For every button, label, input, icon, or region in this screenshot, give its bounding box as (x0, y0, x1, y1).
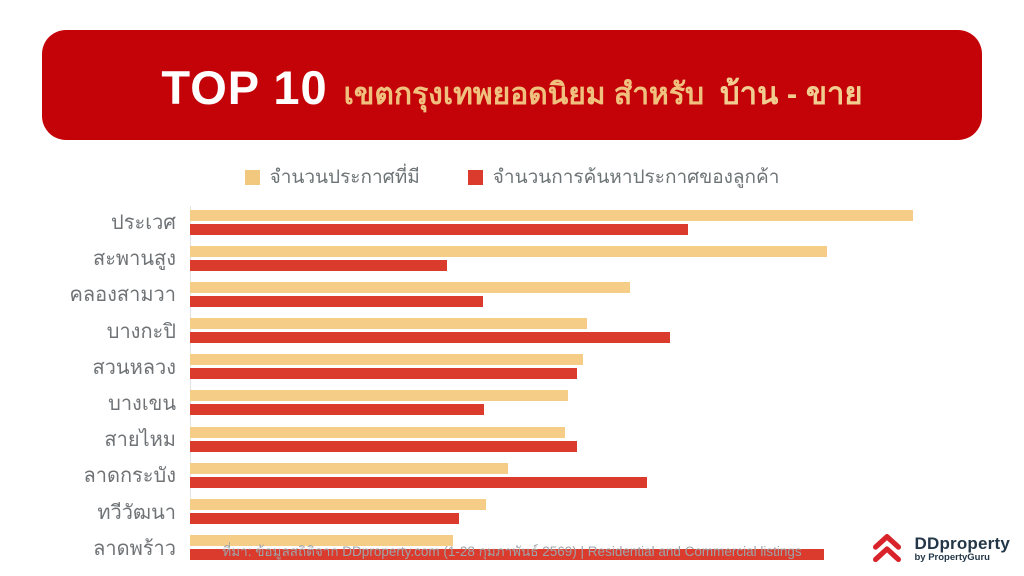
ddproperty-chevron-icon (873, 534, 902, 563)
bar-pair (190, 281, 631, 307)
chart-legend: จำนวนประกาศที่มี จำนวนการค้นหาประกาศของล… (0, 162, 1024, 192)
listings-bar (190, 245, 827, 257)
chart-axis-line (190, 206, 191, 501)
title-top10-badge: TOP 10 (161, 61, 328, 114)
logo-subtitle: by PropertyGuru (914, 552, 990, 564)
category-label: ลาดกระบัง (83, 465, 176, 488)
searches-bar (190, 259, 447, 271)
category-label: สายไหม (104, 429, 176, 452)
listings-bar (190, 354, 584, 366)
category-label: บางเขน (108, 392, 176, 415)
chart-row: บางเขน (0, 387, 964, 419)
searches-bar (190, 513, 459, 524)
listings-bar (190, 209, 913, 221)
ddproperty-logo: DDproperty by PropertyGuru (868, 530, 1010, 568)
chart-row: สวนหลวง (0, 351, 964, 383)
title-category-text: บ้าน - ขาย (720, 76, 863, 111)
searches-bar (190, 476, 647, 488)
chart-row: ลาดกระบัง (0, 459, 964, 491)
title-thai-text: เขตกรุงเทพยอดนิยม สำหรับ (343, 78, 704, 111)
searches-bar (190, 332, 671, 344)
chart-row: ทวีวัฒนา (0, 496, 964, 528)
bar-pair (190, 426, 577, 452)
listings-bar (190, 499, 486, 510)
listings-bar (190, 535, 454, 547)
source-note: ที่มา: ข้อมูลสถิติจาก DDproperty.com (1-… (222, 544, 802, 559)
category-label: ทวีวัฒนา (97, 501, 176, 524)
searches-color-swatch (467, 169, 483, 185)
bar-pair (190, 209, 913, 235)
category-label: สวนหลวง (92, 356, 176, 379)
bar-pair (190, 245, 827, 271)
searches-bar (190, 404, 485, 416)
chart-row: สายไหม (0, 423, 964, 455)
chart-row: คลองสามวา (0, 278, 964, 310)
listings-bar (190, 426, 566, 438)
bar-pair (190, 354, 584, 380)
searches-bar (190, 440, 577, 452)
listings-bar (190, 390, 569, 402)
legend-label-searches: จำนวนการค้นหาประกาศของลูกค้า (492, 167, 780, 188)
legend-item-listings: จำนวนประกาศที่มี (244, 162, 420, 192)
title-banner: TOP 10 เขตกรุงเทพยอดนิยม สำหรับ บ้าน - ข… (42, 30, 982, 140)
bar-pair (190, 462, 647, 488)
chart-row: บางกะปิ (0, 315, 964, 347)
category-label: บางกะปิ (106, 320, 176, 343)
chart-row: ลาดพร้าว (0, 532, 964, 564)
listings-bar (190, 462, 509, 474)
bar-pair (190, 535, 825, 561)
category-label: คลองสามวา (69, 284, 177, 307)
bar-pair (190, 390, 569, 416)
listings-bar (190, 318, 587, 330)
searches-bar (190, 223, 689, 235)
legend-label-listings: จำนวนประกาศที่มี (269, 167, 420, 188)
title-group: TOP 10 เขตกรุงเทพยอดนิยม สำหรับ บ้าน - ข… (161, 64, 862, 111)
searches-bar (190, 549, 825, 561)
bar-pair (190, 499, 486, 524)
bar-pair (190, 318, 671, 344)
searches-bar (190, 368, 577, 380)
category-label: ประเวศ (111, 212, 176, 234)
chart-row: สะพานสูง (0, 242, 964, 274)
category-label: ลาดพร้าว (93, 537, 176, 560)
legend-item-searches: จำนวนการค้นหาประกาศของลูกค้า (467, 162, 780, 192)
listings-color-swatch (244, 169, 260, 185)
logo-text-group: DDproperty by PropertyGuru (914, 533, 1010, 564)
listings-bar (190, 281, 631, 293)
chart-row: ประเวศ (0, 206, 964, 238)
logo-name: DDproperty (914, 533, 1010, 553)
searches-bar (190, 295, 483, 307)
category-label: สะพานสูง (92, 248, 176, 271)
bar-chart: ประเวศสะพานสูงคลองสามวาบางกะปิสวนหลวงบาง… (0, 206, 964, 568)
